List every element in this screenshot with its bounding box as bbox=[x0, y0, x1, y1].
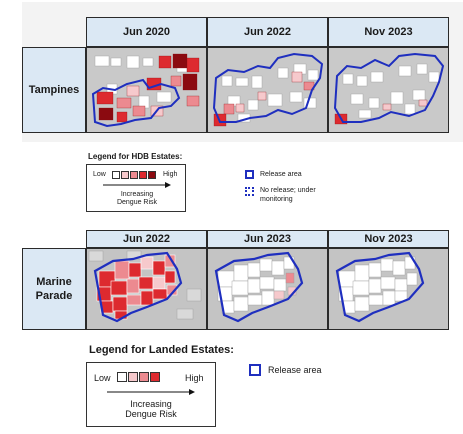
top-legend-arrow bbox=[103, 182, 171, 188]
tampines-map-jun-2020 bbox=[86, 47, 207, 133]
bottom-header-col-3: Nov 2023 bbox=[328, 230, 449, 248]
swatch-landed-risk-1 bbox=[117, 372, 127, 382]
top-legend-box: Low High Increasing Dengue Risk bbox=[86, 164, 186, 212]
swatch-landed-risk-2 bbox=[128, 372, 138, 382]
top-header-col-2: Jun 2022 bbox=[207, 17, 328, 47]
top-row-label: Tampines bbox=[22, 47, 86, 133]
swatch-risk-5 bbox=[148, 171, 156, 179]
bottom-row-label: Marine Parade bbox=[22, 248, 86, 330]
top-release-area-label: Release area bbox=[260, 171, 302, 178]
top-legend-arrow-label: Increasing Dengue Risk bbox=[116, 191, 158, 206]
top-no-release-label: No release; under monitoring bbox=[260, 187, 316, 203]
bottom-legend-high: High bbox=[185, 373, 204, 383]
top-legend-title: Legend for HDB Estates: bbox=[88, 152, 183, 161]
bottom-legend-box: Low High Increasing Dengue Risk bbox=[86, 362, 216, 427]
bottom-legend-low: Low bbox=[94, 373, 111, 383]
bottom-release-area-icon bbox=[249, 364, 261, 376]
top-legend-low: Low bbox=[93, 171, 106, 178]
bottom-legend-title: Legend for Landed Estates: bbox=[89, 344, 234, 356]
top-no-release-icon bbox=[245, 187, 254, 196]
swatch-risk-2 bbox=[121, 171, 129, 179]
top-legend-swatches bbox=[112, 171, 156, 179]
swatch-risk-1 bbox=[112, 171, 120, 179]
swatch-risk-3 bbox=[130, 171, 138, 179]
tampines-map-jun-2022 bbox=[207, 47, 328, 133]
bottom-release-area-label: Release area bbox=[268, 365, 322, 375]
top-header-col-3: Nov 2023 bbox=[328, 17, 449, 47]
top-legend-high: High bbox=[163, 171, 178, 178]
bottom-header-col-1: Jun 2022 bbox=[86, 230, 207, 248]
bottom-legend-arrow bbox=[107, 389, 195, 395]
swatch-risk-4 bbox=[139, 171, 147, 179]
marine-parade-map-nov-2023 bbox=[328, 248, 449, 330]
top-release-area-icon bbox=[245, 170, 254, 179]
bottom-row-label-text: Marine Parade bbox=[35, 276, 73, 302]
bottom-legend-arrow-label: Increasing Dengue Risk bbox=[125, 399, 177, 419]
marine-parade-map-jun-2023 bbox=[207, 248, 328, 330]
marine-parade-map-jun-2022 bbox=[86, 248, 207, 330]
tampines-map-nov-2023 bbox=[328, 47, 449, 133]
top-header-col-1: Jun 2020 bbox=[86, 17, 207, 47]
swatch-landed-risk-4 bbox=[150, 372, 160, 382]
bottom-header-col-2: Jun 2023 bbox=[207, 230, 328, 248]
swatch-landed-risk-3 bbox=[139, 372, 149, 382]
bottom-legend-swatches bbox=[117, 372, 160, 382]
